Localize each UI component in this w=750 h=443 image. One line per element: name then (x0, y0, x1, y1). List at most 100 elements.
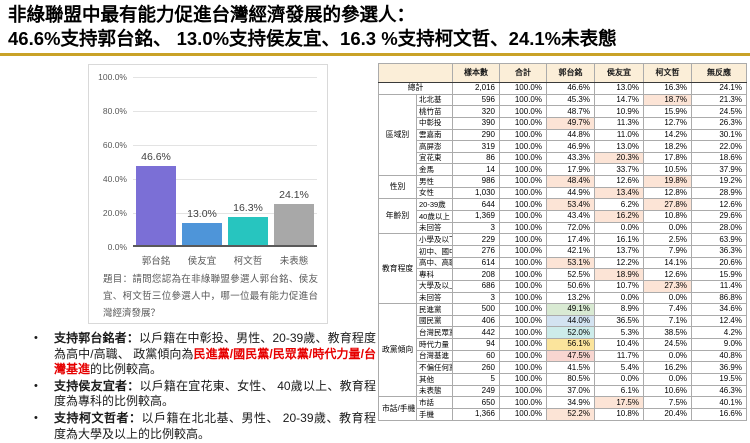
value-cell: 320 (452, 105, 500, 118)
value-cell: 44.9% (546, 186, 595, 200)
value-cell: 100.0% (499, 93, 547, 107)
chart-bar-column: 24.1% (271, 77, 317, 245)
value-cell: 42.1% (546, 244, 595, 258)
row-label: 宜花東 (416, 151, 453, 165)
x-axis-label: 侯友宜 (187, 256, 217, 267)
value-cell: 20.6% (691, 256, 747, 270)
value-cell: 100.0% (499, 361, 547, 375)
row-label: 20-39歲 (416, 198, 453, 212)
row-label: 台灣基進 (416, 349, 453, 363)
row-label: 其他 (416, 373, 453, 386)
value-cell: 11.3% (594, 116, 644, 130)
row-label: 小學及以下 (416, 233, 453, 246)
value-cell: 100.0% (499, 116, 547, 130)
value-cell: 5 (452, 373, 500, 386)
group-label: 區域別 (378, 93, 417, 177)
value-cell: 20.4% (643, 407, 692, 422)
bullet-marker: • (34, 379, 38, 392)
value-cell: 44.0% (546, 314, 595, 328)
value-cell: 14 (452, 163, 500, 177)
table-row: 國民黨 406 100.0% 44.0% 36.5% 7.1% 12.4% (379, 314, 747, 328)
group-label: 教育程度 (378, 233, 417, 305)
value-cell: 45.3% (546, 93, 595, 107)
value-cell: 60 (452, 349, 500, 363)
value-cell: 100.0% (499, 233, 547, 246)
value-cell: 20.3% (594, 151, 644, 165)
value-cell: 52.0% (546, 326, 595, 340)
row-label: 雲嘉南 (416, 128, 453, 142)
gridline (133, 77, 317, 78)
plot-area: 46.6% 13.0% 16.3% 24.1% (133, 77, 317, 247)
value-cell: 0.0% (643, 221, 692, 235)
value-cell: 28.0% (691, 221, 747, 235)
table-row: 時代力量 94 100.0% 56.1% 10.4% 24.5% 9.0% (379, 338, 747, 351)
table-row: 雲嘉南 290 100.0% 44.8% 11.0% 14.2% 30.1% (379, 128, 747, 142)
value-cell: 12.2% (594, 256, 644, 270)
value-cell: 3 (452, 221, 500, 235)
value-cell: 16.2% (594, 210, 644, 223)
value-cell: 8.9% (594, 303, 644, 316)
value-cell: 49.1% (546, 303, 595, 316)
group-label: 市話/手機 (378, 396, 417, 421)
value-cell: 2.5% (643, 233, 692, 246)
value-cell: 10.9% (594, 105, 644, 118)
value-cell: 14.1% (643, 256, 692, 270)
value-cell: 19.8% (643, 175, 692, 188)
value-cell: 24.5% (691, 105, 747, 118)
y-tick-label: 100.0% (98, 72, 127, 82)
column-header: 郭台銘 (546, 63, 595, 83)
header-row: 樣本數 合計 郭台銘 侯友宜 柯文哲 無反應 (378, 63, 747, 83)
bar-value-label: 24.1% (279, 189, 309, 202)
value-cell: 406 (452, 314, 500, 328)
value-cell: 1,369 (452, 210, 500, 223)
value-cell: 19.2% (691, 175, 747, 188)
value-cell: 100.0% (499, 349, 547, 363)
row-label: 高中、高職 (416, 256, 453, 270)
value-cell: 10.8% (643, 210, 692, 223)
value-cell: 49.7% (546, 116, 595, 130)
row-label: 中彰投 (416, 116, 453, 130)
value-cell: 0.0% (643, 373, 692, 386)
value-cell: 22.0% (691, 140, 747, 153)
chart-bar-column: 16.3% (225, 77, 271, 245)
x-axis-labels: 郭台銘 侯友宜 柯文哲 未表態 (133, 253, 317, 267)
value-cell: 208 (452, 268, 500, 281)
value-cell: 7.9% (643, 244, 692, 258)
table-row: 年齡別 20-39歲 644 100.0% 53.4% 6.2% 27.8% 12.6% (378, 198, 747, 235)
value-cell: 18.2% (643, 140, 692, 153)
value-cell: 41.5% (546, 361, 595, 375)
value-cell: 650 (452, 396, 500, 409)
value-cell: 100.0% (499, 186, 547, 200)
value-cell: 14.2% (643, 128, 692, 142)
x-axis-label: 柯文哲 (233, 256, 263, 267)
value-cell: 36.5% (594, 314, 644, 328)
table-row: 40歲以上 1,369 100.0% 43.4% 16.2% 10.8% 29.6% (379, 210, 747, 223)
row-label: 不偏任何黨 (416, 361, 453, 375)
group-label: 性別 (378, 175, 417, 200)
column-header: 侯友宜 (594, 63, 644, 83)
table-row: 宜花東 86 100.0% 43.3% 20.3% 17.8% 18.6% (379, 151, 747, 165)
chart-bar (136, 165, 176, 245)
table-row: 女性 1,030 100.0% 44.9% 13.4% 12.8% 28.9% (379, 186, 747, 200)
value-cell: 40.1% (691, 396, 747, 409)
value-cell: 30.1% (691, 128, 747, 142)
group-label: 政黨傾向 (378, 303, 417, 398)
table-row: 金馬 14 100.0% 17.9% 33.7% 10.5% 37.9% (379, 163, 747, 177)
value-cell: 36.3% (691, 244, 747, 258)
value-cell: 614 (452, 256, 500, 270)
value-cell: 100.0% (499, 279, 547, 293)
value-cell: 100.0% (499, 256, 547, 270)
bar-value-label: 13.0% (187, 207, 217, 220)
value-cell: 100.0% (499, 82, 547, 95)
table-header: 樣本數 合計 郭台銘 侯友宜 柯文哲 無反應 (378, 63, 747, 83)
row-label: 大學及以上 (416, 279, 453, 293)
row-label: 金馬 (416, 163, 453, 177)
column-header: 柯文哲 (643, 63, 692, 83)
value-cell: 86.8% (691, 291, 747, 305)
value-cell: 11.0% (594, 128, 644, 142)
value-cell: 16.6% (691, 407, 747, 422)
row-label: 台灣民眾黨 (416, 326, 453, 340)
value-cell: 17.5% (594, 396, 644, 409)
table-row: 初中、國中276100.0%42.1%13.7%7.9%36.3% (379, 244, 747, 258)
value-cell: 5.3% (594, 326, 644, 340)
